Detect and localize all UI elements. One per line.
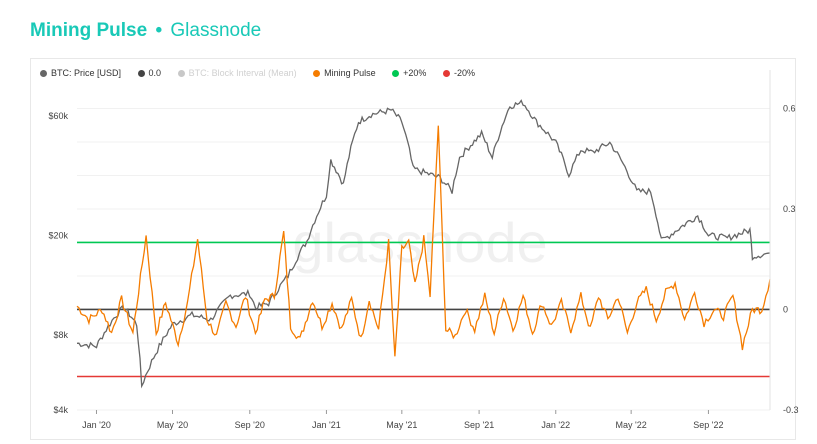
legend: BTC: Price [USD] 0.0 BTC: Block Interval… (40, 67, 489, 78)
y-left-tick-label: $20k (48, 230, 68, 240)
x-tick-label: May '22 (616, 420, 647, 430)
series-line-mining-pulse (76, 125, 771, 357)
y-right-tick-label: 0 (783, 304, 788, 314)
x-tick-label: Sep '20 (235, 420, 265, 430)
x-tick-label: Jan '20 (82, 420, 111, 430)
y-right-tick-label: 0.6 (783, 103, 796, 113)
x-tick-label: Jan '22 (541, 420, 570, 430)
y-left-tick-label: $60k (48, 111, 68, 121)
y-left-tick-label: $8k (53, 330, 68, 340)
legend-swatch (392, 69, 400, 77)
legend-item-plus20[interactable]: +20% (392, 68, 426, 78)
legend-swatch (313, 69, 321, 77)
x-tick-label: May '21 (386, 420, 417, 430)
legend-swatch (137, 69, 145, 77)
legend-swatch (177, 69, 185, 77)
axes: $4k $8k $20k $60k -0.3 0 0.3 0.6 Jan '20 May '20 S… (48, 70, 799, 430)
legend-swatch (442, 69, 450, 77)
chart-title: Mining Pulse (30, 20, 148, 41)
x-tick-label: Sep '21 (464, 420, 494, 430)
y-right-tick-label: 0.3 (783, 204, 796, 214)
legend-swatch (40, 69, 47, 77)
series-layer (76, 99, 771, 389)
chart-header: Mining Pulse • Glassnode (30, 20, 261, 42)
legend-item-zero[interactable]: 0.0 (137, 68, 161, 78)
x-tick-label: Sep '22 (693, 420, 723, 430)
legend-item-minus20[interactable]: -20% (442, 68, 475, 78)
y-right-tick-label: -0.3 (783, 405, 799, 415)
legend-item-price[interactable]: BTC: Price [USD] (40, 68, 121, 78)
x-tick-label: May '20 (157, 420, 188, 430)
series-line-btc-price (76, 99, 771, 389)
legend-item-block-interval[interactable]: BTC: Block Interval (Mean) (177, 68, 297, 78)
title-separator: • (155, 20, 163, 41)
chart-source: Glassnode (170, 20, 262, 41)
y-left-tick-label: $4k (53, 405, 68, 415)
x-tick-label: Jan '21 (312, 420, 341, 430)
legend-item-mining-pulse[interactable]: Mining Pulse (313, 68, 376, 78)
